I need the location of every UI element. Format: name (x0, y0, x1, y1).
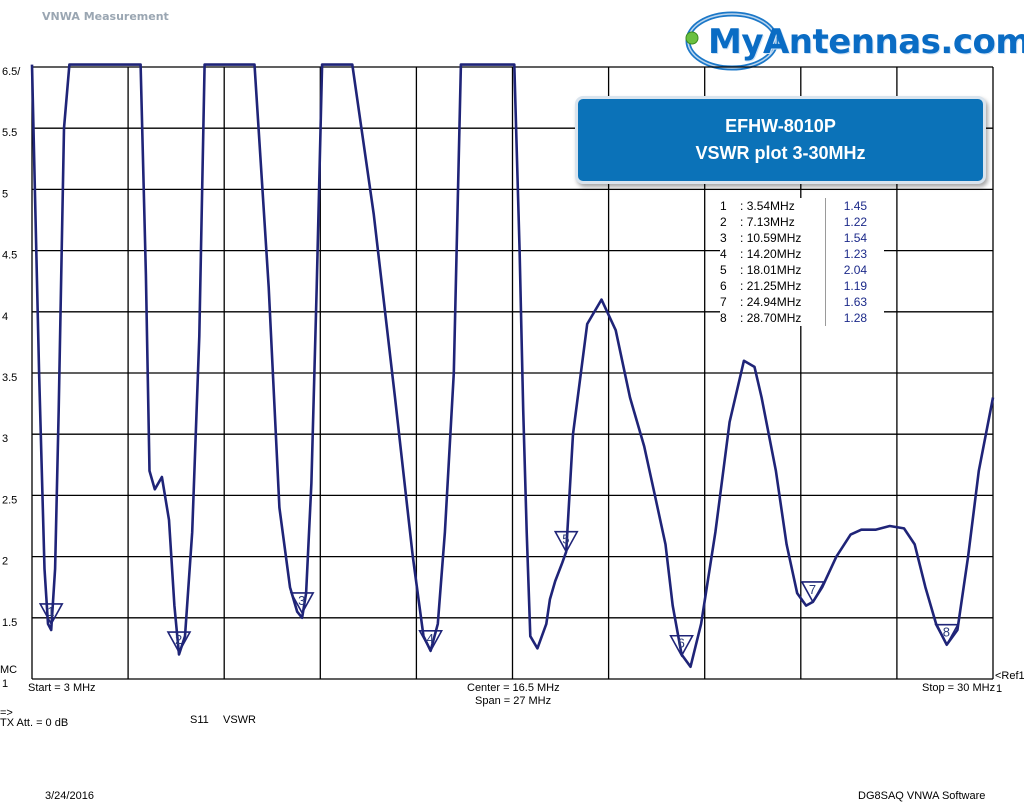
marker-label-5: 5 (562, 532, 569, 547)
marker-5 (553, 530, 579, 554)
marker-value: 1.28 (824, 310, 884, 326)
marker-row: 7: 24.94MHz 1.63 (720, 294, 884, 310)
y-tick-label: 4.5 (2, 250, 17, 262)
software-name: DG8SAQ VNWA Software (858, 790, 986, 802)
y-tick-label: 5 (2, 188, 8, 200)
marker-label-1: 1 (47, 604, 54, 619)
marker-row: 8: 28.70MHz 1.28 (720, 310, 884, 326)
marker-7 (800, 581, 826, 604)
y-tick-labels: 1 1.5 2 2.5 3 3.5 4 4.5 5 5.5 6.5/ (2, 66, 21, 690)
marker-1 (38, 603, 64, 626)
marker-value: 1.22 (824, 214, 884, 230)
marker-freq: 10.59MHz (746, 231, 802, 245)
y-tick-label: 1.5 (2, 617, 17, 629)
marker-value: 1.45 (824, 198, 884, 214)
y-tick-label: 2 (2, 556, 8, 568)
y-tick-label: 3 (2, 433, 8, 445)
marker-label: 4 (720, 247, 727, 261)
ref-number: 1 (996, 683, 1003, 695)
title-line-1: EFHW-8010P (725, 116, 836, 136)
vswr-label: VSWR (223, 714, 256, 726)
marker-row: 6: 21.25MHz 1.19 (720, 278, 884, 294)
s11-label: S11 (190, 714, 209, 726)
title-line-2: VSWR plot 3-30MHz (695, 143, 866, 163)
stop-freq: Stop = 30 MHz (922, 682, 996, 694)
marker-row: 3: 10.59MHz 1.54 (720, 230, 884, 246)
marker-label-3: 3 (298, 593, 305, 608)
marker-row: 4: 14.20MHz 1.23 (720, 246, 884, 262)
marker-8 (934, 623, 960, 647)
tx-attenuation: TX Att. = 0 dB (0, 717, 69, 729)
y-tick-label: 4 (2, 311, 8, 323)
marker-label: 8 (720, 311, 727, 325)
marker-label-7: 7 (809, 582, 816, 597)
title-box: EFHW-8010P VSWR plot 3-30MHz (575, 96, 986, 184)
span-freq: Span = 27 MHz (475, 695, 552, 707)
marker-value: 2.04 (824, 262, 884, 278)
marker-label: 1 (720, 199, 727, 213)
marker-freq: 7.13MHz (746, 215, 795, 229)
center-freq: Center = 16.5 MHz (467, 682, 560, 694)
marker-4 (418, 630, 443, 653)
marker-freq: 14.20MHz (746, 247, 802, 261)
start-freq: Start = 3 MHz (28, 682, 96, 694)
y-tick-label: 2.5 (2, 494, 17, 506)
marker-row: 1: 3.54MHz 1.45 (720, 198, 884, 214)
marker-2 (166, 631, 192, 654)
marker-label: 3 (720, 231, 727, 245)
marker-label-8: 8 (943, 625, 950, 640)
marker-value: 1.19 (824, 278, 884, 294)
ref-label: <Ref1 (995, 670, 1024, 682)
y-tick-label: 6.5/ (2, 66, 21, 78)
marker-label-2: 2 (175, 632, 182, 647)
marker-freq: 28.70MHz (746, 311, 802, 325)
marker-row: 2: 7.13MHz 1.22 (720, 214, 884, 230)
marker-label: 5 (720, 263, 727, 277)
marker-3 (289, 592, 315, 615)
marker-group: 1 2 3 4 5 6 7 8 (38, 530, 960, 658)
marker-freq: 24.94MHz (746, 295, 802, 309)
marker-value: 1.23 (824, 246, 884, 262)
marker-label: 7 (720, 295, 727, 309)
marker-table: 1: 3.54MHz 1.45 2: 7.13MHz 1.22 3: 10.59MH… (720, 198, 884, 326)
y-tick-label: 1 (2, 678, 8, 690)
myantennas-logo: MyAntennas.com (682, 10, 1024, 72)
app-title: VNWA Measurement (42, 10, 169, 23)
marker-label: 6 (720, 279, 727, 293)
y-tick-label: 5.5 (2, 127, 17, 139)
y-tick-label: 3.5 (2, 372, 17, 384)
marker-label-4: 4 (427, 631, 434, 646)
marker-value: 1.54 (824, 230, 884, 246)
marker-freq: 21.25MHz (746, 279, 802, 293)
marker-freq: 18.01MHz (746, 263, 802, 277)
marker-freq: 3.54MHz (746, 199, 795, 213)
trace-arrow: => (0, 707, 13, 719)
logo-text: MyAntennas.com (708, 22, 1024, 62)
mc-label: MC (0, 664, 18, 676)
logo-ring-icon (685, 11, 779, 71)
marker-label: 2 (720, 215, 727, 229)
marker-label-6: 6 (678, 636, 685, 651)
marker-row: 5: 18.01MHz 2.04 (720, 262, 884, 278)
date: 3/24/2016 (45, 790, 94, 802)
marker-value: 1.63 (824, 294, 884, 310)
marker-6 (669, 634, 694, 658)
